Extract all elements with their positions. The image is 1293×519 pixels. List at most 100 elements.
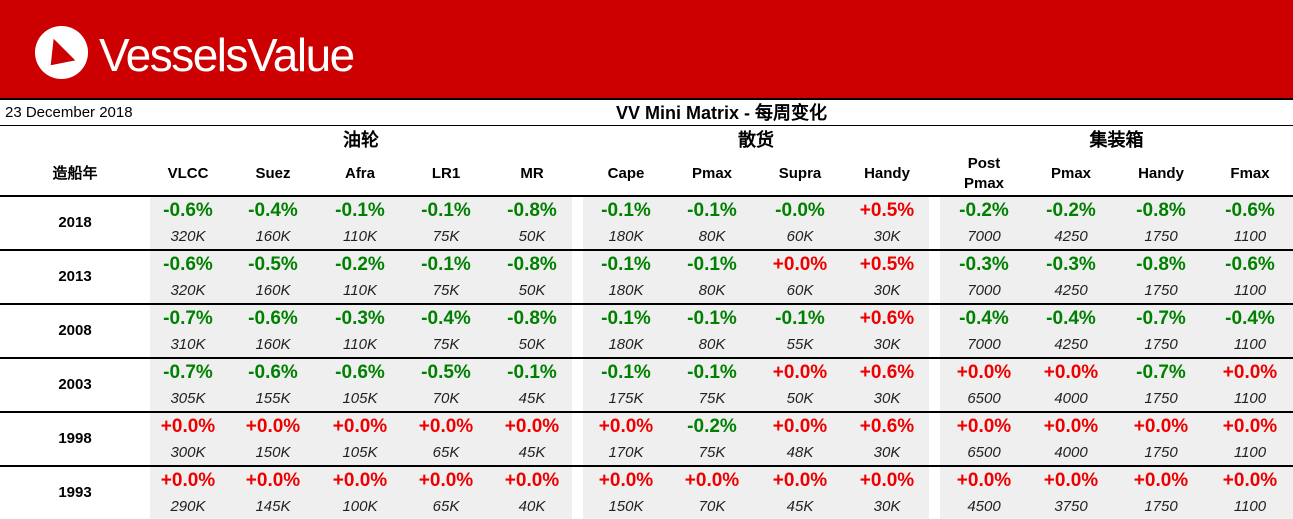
- column-header: Cape: [607, 165, 645, 182]
- weekly-change: +0.0%: [772, 416, 828, 437]
- weekly-change: +0.0%: [332, 470, 388, 491]
- weekly-change: +0.0%: [772, 362, 828, 383]
- weekly-change: -0.6%: [163, 200, 213, 221]
- vessel-size: 50K: [518, 228, 546, 245]
- row-shade: [940, 251, 1293, 303]
- vessel-size: 300K: [170, 444, 206, 461]
- vessel-size: 1750: [1144, 336, 1178, 353]
- weekly-change: +0.0%: [160, 416, 216, 437]
- weekly-change: +0.0%: [1133, 416, 1189, 437]
- weekly-change: -0.2%: [959, 200, 1009, 221]
- row-shade: [583, 359, 929, 411]
- weekly-change: -0.1%: [601, 200, 651, 221]
- weekly-change: -0.4%: [421, 308, 471, 329]
- vessel-size: 30K: [873, 336, 901, 353]
- vessel-size: 30K: [873, 390, 901, 407]
- vessel-size: 45K: [518, 390, 546, 407]
- weekly-change: -0.1%: [687, 200, 737, 221]
- weekly-change: -0.2%: [1046, 200, 1096, 221]
- vessel-size: 305K: [170, 390, 206, 407]
- vessel-size: 4000: [1054, 390, 1088, 407]
- vessel-size: 80K: [698, 228, 726, 245]
- weekly-change: -0.1%: [687, 254, 737, 275]
- weekly-change: +0.0%: [956, 362, 1012, 383]
- weekly-change: -0.4%: [959, 308, 1009, 329]
- vessel-size: 1750: [1144, 498, 1178, 515]
- vessel-size: 1100: [1233, 336, 1267, 353]
- weekly-change: +0.6%: [859, 416, 915, 437]
- vessel-size: 80K: [698, 336, 726, 353]
- column-header: Pmax: [1050, 165, 1092, 182]
- row-divider: [0, 411, 1293, 413]
- column-header: Fmax: [1230, 165, 1270, 182]
- column-header: Handy: [1138, 165, 1184, 182]
- vessel-size: 30K: [873, 498, 901, 515]
- vessel-size: 75K: [432, 336, 460, 353]
- vessel-size: 4000: [1054, 444, 1088, 461]
- weekly-change: -0.1%: [601, 308, 651, 329]
- row-divider: [0, 303, 1293, 305]
- weekly-change: +0.0%: [418, 416, 474, 437]
- title-rule: [0, 125, 1293, 126]
- vessel-size: 70K: [698, 498, 726, 515]
- weekly-change: -0.6%: [335, 362, 385, 383]
- vessel-size: 30K: [873, 282, 901, 299]
- column-header: MR: [520, 165, 544, 182]
- vessel-size: 180K: [608, 282, 644, 299]
- row-shade: [583, 413, 929, 465]
- report-title: VV Mini Matrix - 每周变化: [615, 103, 828, 123]
- weekly-change: -0.3%: [1046, 254, 1096, 275]
- build-year: 2003: [58, 376, 92, 393]
- weekly-change: -0.1%: [601, 362, 651, 383]
- weekly-change: -0.5%: [248, 254, 298, 275]
- column-header: Supra: [778, 165, 822, 182]
- weekly-change: +0.0%: [956, 470, 1012, 491]
- vessel-size: 170K: [608, 444, 644, 461]
- header-rule: [0, 98, 1293, 100]
- weekly-change: +0.0%: [1043, 470, 1099, 491]
- row-divider: [0, 249, 1293, 251]
- vessel-size: 1750: [1144, 282, 1178, 299]
- weekly-change: -0.4%: [248, 200, 298, 221]
- vessel-size: 1100: [1233, 228, 1267, 245]
- row-shade: [150, 251, 572, 303]
- vessel-size: 60K: [786, 282, 814, 299]
- weekly-change: +0.0%: [1043, 362, 1099, 383]
- vessel-size: 50K: [518, 336, 546, 353]
- vessel-size: 1750: [1144, 228, 1178, 245]
- row-divider: [0, 195, 1293, 197]
- weekly-change: -0.4%: [1046, 308, 1096, 329]
- vessel-size: 160K: [255, 228, 291, 245]
- vessel-size: 180K: [608, 336, 644, 353]
- weekly-change: -0.1%: [421, 254, 471, 275]
- weekly-change: -0.2%: [687, 416, 737, 437]
- vessel-size: 4250: [1054, 282, 1088, 299]
- vessel-size: 1100: [1233, 498, 1267, 515]
- weekly-change: +0.0%: [598, 470, 654, 491]
- vessel-size: 65K: [432, 444, 460, 461]
- weekly-change: -0.1%: [687, 308, 737, 329]
- vessel-size: 1100: [1233, 444, 1267, 461]
- weekly-change: +0.0%: [1222, 362, 1278, 383]
- weekly-change: -0.7%: [1136, 308, 1186, 329]
- weekly-change: +0.5%: [859, 254, 915, 275]
- weekly-change: -0.7%: [163, 308, 213, 329]
- year-column-header: 造船年: [52, 165, 98, 182]
- weekly-change: -0.5%: [421, 362, 471, 383]
- weekly-change: +0.0%: [772, 254, 828, 275]
- vessel-size: 105K: [342, 444, 378, 461]
- row-shade: [150, 197, 572, 249]
- weekly-change: +0.0%: [1222, 416, 1278, 437]
- row-divider: [0, 465, 1293, 467]
- weekly-change: +0.0%: [332, 416, 388, 437]
- column-header: Suez: [255, 165, 291, 182]
- column-header: Post Pmax: [963, 155, 1005, 192]
- vessel-size: 75K: [432, 282, 460, 299]
- vessel-size: 110K: [343, 228, 377, 245]
- vessel-size: 100K: [342, 498, 378, 515]
- weekly-change: -0.8%: [1136, 200, 1186, 221]
- column-header: Handy: [864, 165, 910, 182]
- row-shade: [150, 305, 572, 357]
- weekly-change: +0.0%: [504, 416, 560, 437]
- row-shade: [940, 305, 1293, 357]
